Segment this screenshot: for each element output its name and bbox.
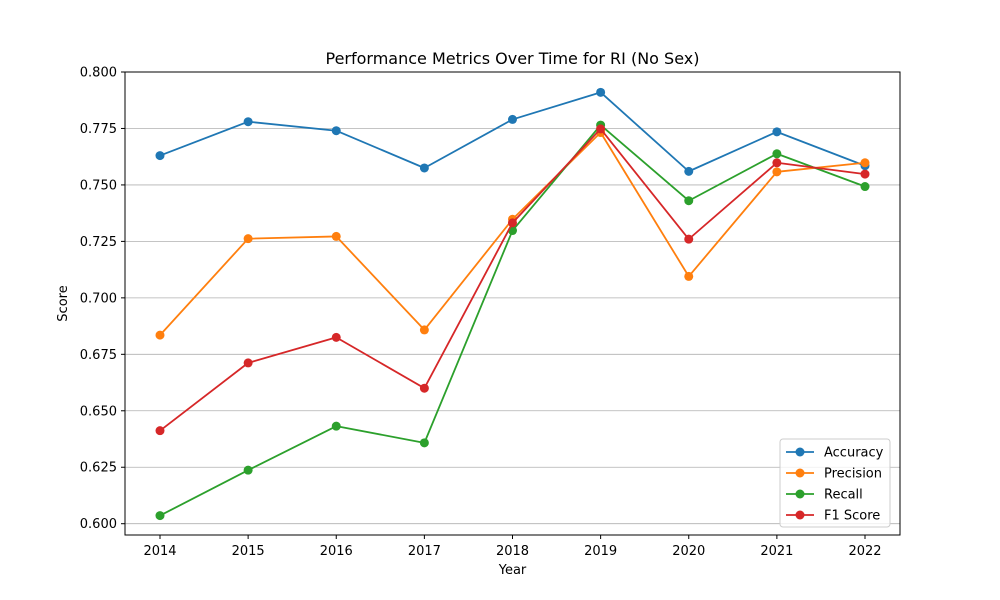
data-point [155,511,165,521]
data-point [684,196,694,206]
y-axis: 0.600 0.625 0.650 0.675 0.700 0.725 0.750 0.775… [80,66,125,532]
x-axis-label: Year [498,563,527,578]
series-f1-score [155,124,870,436]
data-point [419,438,429,448]
legend-item: Accuracy [786,446,884,461]
data-point [684,234,694,244]
legend-swatch-marker [795,489,805,499]
data-point [155,426,165,436]
x-tick-label: 2016 [320,544,353,559]
data-point [419,325,429,335]
data-point [331,421,341,431]
data-point [684,271,694,281]
y-tick-label: 0.600 [80,517,117,532]
data-point [772,149,782,159]
data-point [772,158,782,168]
legend-swatch-marker [795,510,805,520]
legend-item: F1 Score [786,509,880,524]
data-point [419,383,429,393]
data-point [860,182,870,192]
x-tick-label: 2018 [496,544,529,559]
legend-label: Recall [824,488,863,503]
x-tick-label: 2021 [760,544,793,559]
y-tick-label: 0.750 [80,178,117,193]
legend-label: Precision [824,467,882,482]
data-point [155,151,165,161]
data-point [243,465,253,475]
legend-box [779,438,891,528]
y-tick-label: 0.625 [80,461,117,476]
legend-swatch-marker [795,447,805,457]
y-tick-label: 0.775 [80,122,117,137]
x-tick-label: 2014 [143,544,176,559]
legend-swatch-marker [795,468,805,478]
data-point [331,231,341,241]
x-tick-label: 2019 [584,544,617,559]
data-point [860,169,870,179]
series-accuracy [155,87,870,176]
legend-item: Precision [786,467,882,482]
x-tick-label: 2020 [672,544,705,559]
y-tick-label: 0.725 [80,235,117,250]
x-tick-label: 2022 [848,544,881,559]
data-point [243,234,253,244]
data-point [596,87,606,97]
data-point [772,167,782,177]
data-point [508,114,517,124]
data-point [508,218,517,228]
y-tick-label: 0.650 [80,404,117,419]
series-recall [155,120,870,521]
data-point [419,163,429,173]
data-point [331,332,341,342]
legend: Accuracy Precision Recall F1 Score [779,438,891,528]
x-tick-label: 2017 [408,544,441,559]
x-axis: 2014 2015 2016 2017 2018 2019 2020 2021 2022 [143,535,882,559]
data-point [243,358,253,368]
y-tick-label: 0.800 [80,66,117,81]
data-point [243,117,253,127]
legend-label: Accuracy [824,446,884,461]
legend-item: Recall [786,488,863,503]
data-point [860,158,870,168]
y-tick-label: 0.675 [80,348,117,363]
data-point [331,126,341,136]
data-point [684,166,694,176]
chart-title: Performance Metrics Over Time for RI (No… [326,49,700,68]
y-axis-label: Score [56,285,71,321]
series-layer [155,87,870,521]
legend-label: F1 Score [824,509,880,524]
data-point [596,124,606,134]
data-point [772,127,782,137]
y-tick-label: 0.700 [80,291,117,306]
data-point [155,330,165,340]
x-tick-label: 2015 [232,544,265,559]
